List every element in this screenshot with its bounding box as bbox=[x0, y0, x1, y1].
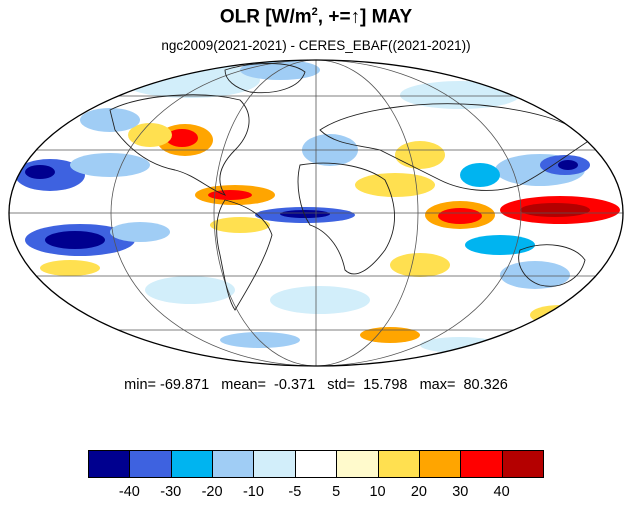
anomaly-patch bbox=[400, 81, 520, 109]
anomaly-patch bbox=[280, 210, 330, 218]
colorbar-swatch bbox=[336, 450, 379, 478]
colorbar-tick-label: 10 bbox=[369, 484, 386, 500]
anomaly-patch bbox=[128, 123, 172, 147]
colorbar-swatch bbox=[418, 450, 462, 478]
anomaly-patch bbox=[270, 286, 370, 314]
colorbar-swatch bbox=[212, 450, 255, 478]
anomaly-patch bbox=[438, 208, 482, 224]
north-america-outline bbox=[109, 94, 250, 196]
colorbar-tick-label: -5 bbox=[288, 484, 302, 500]
colorbar-swatch bbox=[460, 450, 503, 478]
colorbar-swatch bbox=[377, 450, 420, 478]
australia-outline bbox=[518, 244, 586, 287]
anomaly-patch bbox=[558, 160, 578, 170]
anomaly-patch bbox=[220, 332, 300, 348]
colorbar-tick-label: -30 bbox=[160, 484, 182, 500]
colorbar-swatch bbox=[170, 450, 214, 478]
meridian-line bbox=[110, 60, 522, 366]
colorbar-tick-label: 20 bbox=[410, 484, 427, 500]
anomaly-patch bbox=[390, 253, 450, 277]
anomaly-patch bbox=[355, 173, 435, 197]
coastlines bbox=[109, 63, 591, 311]
plot-subtitle: ngc2009(2021-2021) - CERES_EBAF((2021-20… bbox=[161, 38, 471, 53]
eurasia-outline bbox=[319, 103, 591, 191]
south-america-outline bbox=[216, 199, 273, 311]
anomaly-patch bbox=[40, 260, 100, 276]
anomaly-patch bbox=[45, 231, 105, 249]
colorbar-tick-label: 30 bbox=[452, 484, 469, 500]
colorbar-tick-label: 40 bbox=[493, 484, 510, 500]
colorbar-tick-label: 5 bbox=[332, 484, 341, 500]
plot-title: OLR [W/m2, +=↑] MAY bbox=[219, 6, 413, 28]
anomaly-patch bbox=[110, 222, 170, 242]
meridian-line bbox=[213, 60, 419, 366]
anomaly-patch bbox=[520, 203, 590, 217]
colorbar-tick-label: -20 bbox=[201, 484, 223, 500]
greenland-outline bbox=[224, 63, 306, 94]
colorbar-tick-label: -10 bbox=[242, 484, 264, 500]
colorbar-tick-label: -40 bbox=[118, 484, 140, 500]
anomaly-patch bbox=[166, 129, 198, 147]
anomaly-patch bbox=[145, 276, 235, 304]
anomaly-patch bbox=[395, 141, 445, 169]
colorbar-swatch bbox=[501, 450, 544, 478]
anomaly-patch bbox=[210, 217, 270, 233]
anomaly-patch bbox=[500, 261, 570, 289]
statistics-line: min= -69.871 mean= -0.371 std= 15.798 ma… bbox=[124, 377, 508, 393]
anomaly-patch bbox=[80, 108, 140, 132]
anomaly-patch bbox=[70, 153, 150, 177]
colorbar bbox=[88, 450, 544, 480]
anomaly-patch bbox=[460, 163, 500, 187]
anomaly-patch bbox=[530, 305, 590, 325]
colorbar-swatch bbox=[88, 450, 131, 478]
colorbar-swatch bbox=[253, 450, 296, 478]
africa-outline bbox=[297, 162, 395, 275]
anomaly-patch bbox=[465, 235, 535, 255]
colorbar-swatch bbox=[294, 450, 338, 478]
colorbar-swatch bbox=[129, 450, 172, 478]
anomaly-patch bbox=[360, 327, 420, 343]
up-arrow-icon: ↑ bbox=[350, 6, 361, 28]
anomaly-patch bbox=[25, 165, 55, 179]
globe-border bbox=[8, 59, 624, 367]
